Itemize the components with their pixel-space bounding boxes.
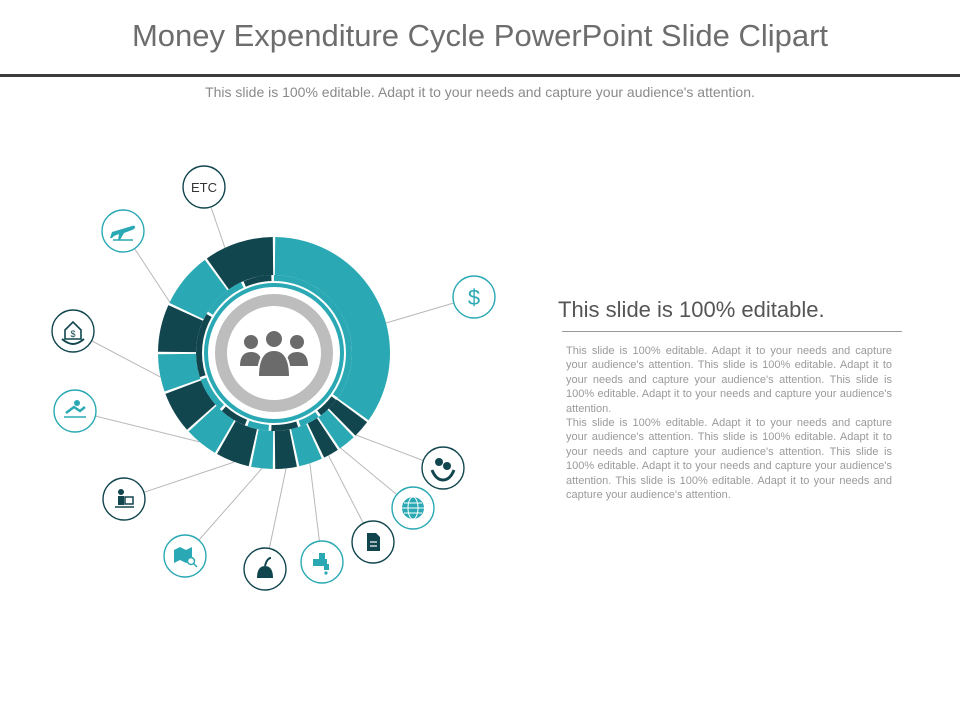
ring-segment — [318, 409, 354, 449]
side-paragraph: This slide is 100% editable. Adapt it to… — [566, 417, 892, 502]
side-heading: This slide is 100% editable. — [558, 297, 825, 322]
title-divider — [0, 74, 960, 77]
inner-ring-segment — [317, 396, 337, 416]
inner-ring-segment — [243, 275, 272, 287]
inner-ring-segment — [196, 314, 212, 378]
inner-ring-segment — [221, 406, 248, 426]
ring-segment — [158, 353, 201, 392]
house-money-icon: $ — [51, 309, 95, 353]
svg-text:$: $ — [70, 329, 75, 339]
inner-ring-segment — [200, 377, 224, 410]
slide-subtitle: This slide is 100% editable. Adapt it to… — [205, 84, 755, 100]
accident-icon — [53, 389, 97, 433]
ring-segment — [307, 418, 338, 458]
ring-segment — [206, 237, 274, 290]
inner-ring-segment — [274, 275, 352, 398]
ring-segment — [251, 429, 274, 469]
vacuum-icon — [243, 547, 287, 591]
inner-ring-segment — [298, 411, 319, 427]
ring-segment — [291, 424, 322, 467]
ring-segment — [217, 420, 257, 467]
inner-ring — [196, 275, 352, 431]
ring-segment — [169, 259, 228, 320]
document-icon — [351, 520, 395, 564]
dollar-icon: $ — [452, 275, 496, 319]
water-tap-icon — [300, 540, 344, 584]
inner-separator-ring — [204, 283, 344, 423]
ring-segment — [158, 305, 203, 353]
slide-title: Money Expenditure Cycle PowerPoint Slide… — [131, 18, 829, 53]
desk-worker-icon — [102, 477, 146, 521]
inner-ring-segment — [271, 421, 299, 431]
gray-ring — [215, 294, 333, 412]
globe-icon — [391, 486, 435, 530]
airplane-icon — [101, 209, 145, 253]
side-paragraph: This slide is 100% editable. Adapt it to… — [566, 345, 892, 415]
ring-segment — [328, 399, 368, 436]
ring-segment — [165, 380, 216, 430]
money-hands-icon — [421, 446, 465, 490]
etc-icon: ETC — [182, 165, 226, 209]
side-body-text: This slide is 100% editable. Adapt it to… — [566, 344, 892, 502]
inner-ring-segment — [207, 282, 244, 315]
side-divider — [562, 331, 902, 332]
people-group-icon — [240, 329, 308, 378]
icon-circles: $ $ ETC — [51, 165, 496, 591]
svg-text:$: $ — [468, 285, 480, 310]
outer-ring — [158, 237, 390, 469]
map-search-icon — [163, 534, 207, 578]
ring-segment — [188, 405, 235, 453]
ring-segment — [274, 429, 297, 469]
ring-segment — [274, 237, 390, 421]
inner-ring-segment — [247, 420, 269, 431]
svg-text:ETC: ETC — [191, 180, 217, 195]
